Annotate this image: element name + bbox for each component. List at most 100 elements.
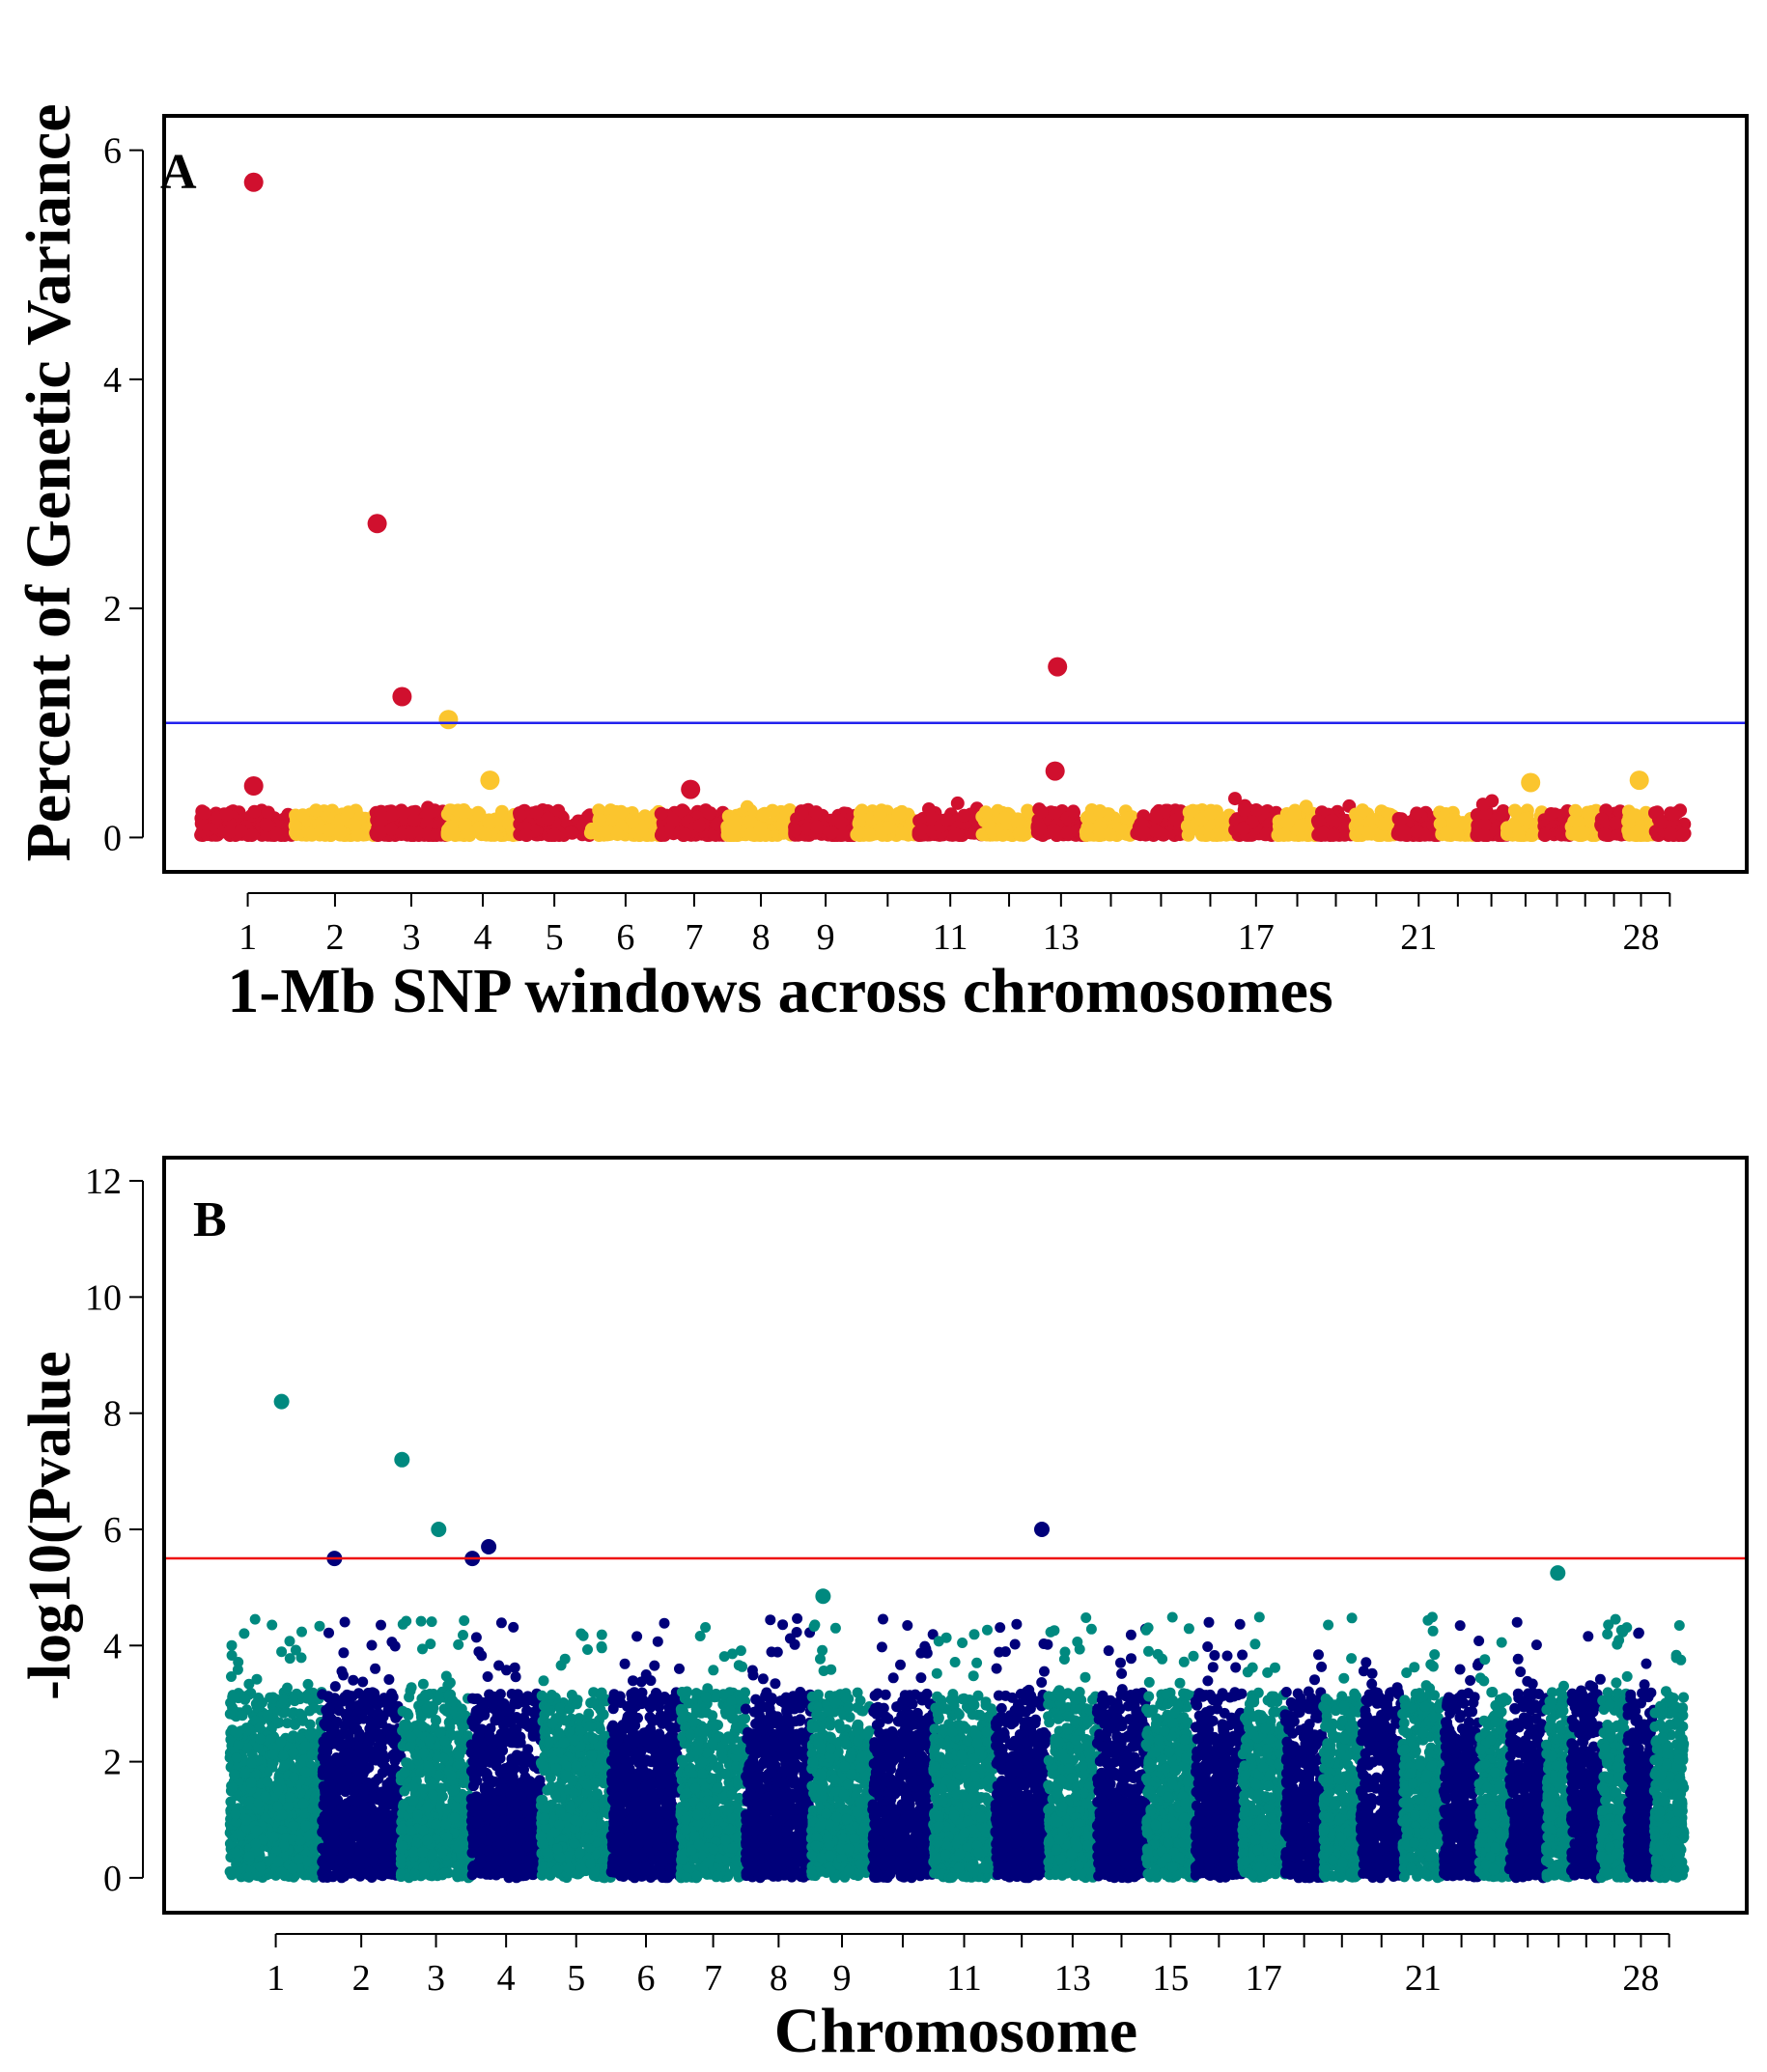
data-point (1568, 803, 1583, 818)
data-point (458, 806, 472, 821)
x-tick-label: 1 (238, 917, 257, 958)
data-point (997, 811, 1012, 826)
x-tick-label: 21 (1400, 917, 1437, 958)
data-point (239, 1694, 251, 1705)
data-point (873, 807, 887, 822)
data-point (237, 1710, 248, 1722)
data-point (364, 1866, 376, 1878)
data-point (428, 803, 442, 818)
y-tick-label: 0 (103, 818, 122, 858)
data-point (863, 827, 878, 842)
data-point (251, 1825, 263, 1836)
data-point (381, 1791, 393, 1803)
data-point (272, 1784, 284, 1796)
data-point (336, 1666, 348, 1677)
data-point (377, 1767, 388, 1778)
data-point (255, 1733, 266, 1745)
data-point (262, 1710, 273, 1721)
data-point (323, 1764, 334, 1776)
chromosome-1-points (194, 803, 301, 842)
data-point (809, 805, 824, 820)
data-point (950, 796, 965, 810)
data-point (295, 1652, 307, 1664)
data-point (389, 1640, 401, 1652)
data-point (343, 1729, 354, 1741)
data-point (293, 1854, 304, 1864)
data-point (317, 1827, 328, 1837)
data-point (454, 1750, 465, 1761)
panel-a-frame (162, 114, 1749, 874)
data-point (308, 1702, 320, 1714)
x-tick-label: 2 (325, 917, 344, 958)
data-point (288, 819, 302, 833)
data-point (367, 1804, 378, 1815)
data-point (262, 1776, 273, 1787)
data-point (398, 1840, 409, 1852)
data-point (440, 1818, 452, 1830)
data-point (257, 1696, 267, 1708)
data-point (288, 1694, 298, 1705)
data-point (333, 1736, 345, 1747)
data-point (1475, 798, 1490, 812)
chromosome-5-points (513, 803, 598, 842)
data-point (1410, 825, 1424, 839)
data-point (336, 1774, 348, 1785)
data-point (287, 1708, 298, 1720)
data-point (219, 807, 234, 822)
data-point (328, 1824, 340, 1835)
data-point (351, 827, 365, 842)
data-point (1066, 804, 1080, 819)
data-point (378, 1711, 389, 1722)
data-point (541, 811, 555, 826)
data-point (456, 1703, 467, 1715)
data-point (251, 1673, 263, 1685)
data-point (197, 805, 211, 820)
data-point (417, 1678, 429, 1690)
data-point (447, 1695, 459, 1706)
data-point (1137, 826, 1151, 840)
data-point (260, 1791, 271, 1803)
data-point (417, 1847, 429, 1858)
data-point (338, 1805, 350, 1816)
data-point (385, 1730, 397, 1741)
data-point (415, 1615, 427, 1627)
data-point (453, 1638, 464, 1650)
data-point (302, 1856, 314, 1867)
data-point (304, 1719, 316, 1730)
data-point (353, 1688, 364, 1699)
data-point (290, 1719, 301, 1730)
data-point (222, 825, 237, 839)
data-point (255, 1861, 266, 1872)
data-point (278, 1694, 290, 1706)
panel-a-x-axis: 1 2 3 4 5 6 7 8 9 11 13 17 21 28 (238, 892, 1671, 958)
data-point (397, 1823, 407, 1834)
data-point (418, 1861, 430, 1872)
data-point (338, 1647, 350, 1659)
data-point (788, 824, 802, 837)
data-point (728, 814, 743, 828)
data-point (323, 1702, 335, 1714)
data-point (398, 806, 412, 821)
data-point (1538, 828, 1553, 842)
chromosome-2-points (317, 1616, 407, 1884)
data-point (244, 828, 259, 842)
data-point (383, 1674, 395, 1685)
data-point (339, 1748, 351, 1759)
data-point (1327, 827, 1340, 842)
data-point (307, 1803, 318, 1814)
data-point (1519, 812, 1533, 826)
data-point (1249, 803, 1263, 817)
data-point (417, 1643, 428, 1655)
data-point (266, 1619, 278, 1631)
data-point (1048, 806, 1062, 820)
data-point (284, 1636, 295, 1647)
data-point (300, 1820, 311, 1832)
data-point (1526, 828, 1539, 842)
data-point (284, 1653, 295, 1665)
data-point (334, 1855, 346, 1866)
chromosome-29-points (1648, 803, 1692, 842)
data-point (449, 1784, 460, 1796)
data-point (401, 1721, 411, 1732)
x-tick-label: 6 (616, 917, 634, 958)
